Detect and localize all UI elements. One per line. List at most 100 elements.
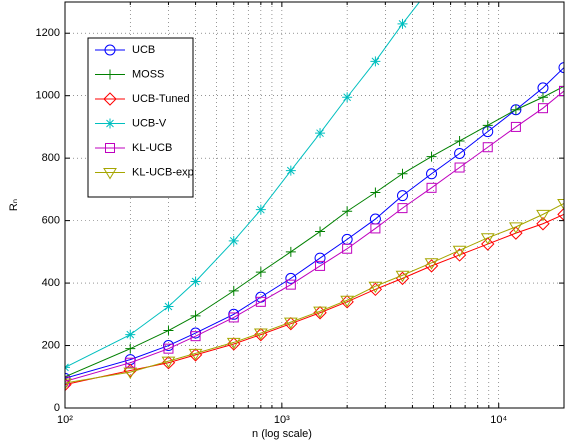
legend-label: KL-UCB-exp xyxy=(132,166,194,178)
marker xyxy=(510,104,521,115)
marker xyxy=(163,343,174,354)
marker xyxy=(255,267,266,278)
series-group xyxy=(65,2,564,392)
marker xyxy=(395,270,410,283)
y-tick-label: 600 xyxy=(42,215,60,227)
marker xyxy=(315,128,326,139)
marker xyxy=(536,217,550,231)
marker xyxy=(509,222,523,234)
marker xyxy=(255,296,266,307)
marker xyxy=(105,143,115,153)
marker xyxy=(537,103,548,114)
marker xyxy=(285,272,297,284)
marker xyxy=(396,190,408,202)
marker xyxy=(426,182,437,193)
marker xyxy=(424,259,439,273)
marker xyxy=(482,120,493,131)
marker xyxy=(342,243,353,254)
marker xyxy=(253,328,268,341)
marker xyxy=(105,118,115,129)
marker xyxy=(559,86,564,97)
marker xyxy=(285,165,296,176)
series-line xyxy=(65,213,564,386)
marker xyxy=(103,92,117,106)
y-tick-label: 800 xyxy=(42,152,60,164)
x-tick-label: 10⁴ xyxy=(490,414,507,426)
marker xyxy=(557,207,564,222)
x-tick-label: 10² xyxy=(57,414,73,426)
marker xyxy=(188,348,203,361)
marker xyxy=(370,56,381,67)
marker xyxy=(255,204,266,215)
y-axis-label: Rₙ xyxy=(8,199,20,211)
marker xyxy=(397,18,408,29)
marker xyxy=(537,92,548,103)
marker xyxy=(105,69,115,80)
marker xyxy=(315,226,326,237)
marker xyxy=(368,282,383,297)
series-line xyxy=(65,2,421,368)
marker xyxy=(558,62,564,74)
marker xyxy=(454,147,466,159)
marker xyxy=(228,235,239,246)
marker xyxy=(454,162,465,173)
series-line xyxy=(65,202,564,384)
marker xyxy=(163,301,174,312)
marker xyxy=(125,329,136,340)
marker xyxy=(426,168,438,180)
marker xyxy=(190,276,201,287)
series-line xyxy=(65,90,564,382)
marker xyxy=(370,187,381,198)
marker xyxy=(424,258,439,270)
legend-label: MOSS xyxy=(132,68,164,80)
marker xyxy=(314,252,326,264)
marker xyxy=(161,356,176,369)
legend: UCB MOSS UCB-Tuned UCB-V KL-UCB KL-UCB-exp xyxy=(87,37,194,198)
series-line xyxy=(65,67,564,379)
marker xyxy=(509,226,523,240)
marker xyxy=(481,237,495,251)
marker xyxy=(190,310,201,321)
marker xyxy=(65,378,72,390)
marker xyxy=(163,325,174,336)
marker xyxy=(370,223,381,234)
legend-label: KL-UCB xyxy=(132,142,172,154)
marker xyxy=(315,260,326,271)
marker xyxy=(285,279,296,290)
legend-label: UCB xyxy=(132,44,155,56)
marker xyxy=(342,92,353,103)
legend-label: UCB-Tuned xyxy=(132,93,190,105)
marker xyxy=(125,357,136,368)
marker xyxy=(283,317,298,330)
x-axis-label: n (log scale) xyxy=(252,428,312,440)
plot-frame xyxy=(64,1,565,409)
marker xyxy=(510,121,521,132)
legend-label: UCB-V xyxy=(132,117,167,129)
y-tick-label: 400 xyxy=(42,277,60,289)
marker xyxy=(340,295,355,308)
marker xyxy=(313,306,327,319)
y-tick-label: 0 xyxy=(54,402,60,414)
marker xyxy=(190,331,201,342)
marker xyxy=(482,142,493,153)
marker xyxy=(426,151,437,162)
marker xyxy=(103,168,117,180)
marker xyxy=(452,245,467,258)
marker xyxy=(228,285,239,296)
marker xyxy=(454,135,465,146)
y-tick-label: 1200 xyxy=(36,27,60,39)
y-tick-label: 1000 xyxy=(36,90,60,102)
marker xyxy=(104,44,116,56)
marker xyxy=(285,246,296,257)
marker xyxy=(480,233,495,245)
marker xyxy=(397,168,408,179)
marker xyxy=(452,248,467,262)
marker xyxy=(125,343,136,354)
marker xyxy=(228,312,239,323)
x-tick-label: 10³ xyxy=(274,414,290,426)
marker xyxy=(123,367,138,380)
marker xyxy=(536,209,550,222)
marker xyxy=(368,281,383,294)
